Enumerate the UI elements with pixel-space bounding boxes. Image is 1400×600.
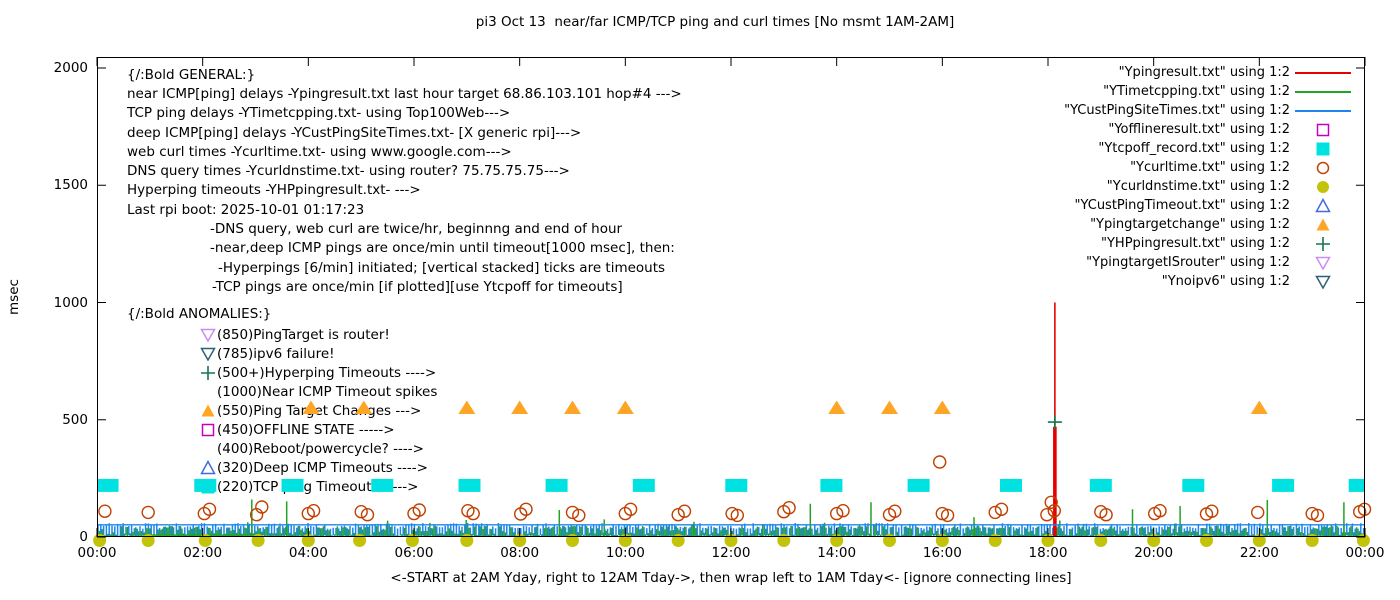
y-tick-label: 0: [79, 529, 88, 545]
legend-item: "YHPpingresult.txt" using 1:2: [1064, 234, 1356, 253]
legend-marker-triangle-up-open: [1290, 197, 1356, 214]
x-axis-label: <-START at 2AM Yday, right to 12AM Tday-…: [390, 570, 1072, 586]
legend-label: "Ypingresult.txt" using 1:2: [1118, 65, 1290, 80]
legend-item: "YTimetcpping.txt" using 1:2: [1064, 82, 1356, 101]
legend-label: "YCustPingTimeout.txt" using 1:2: [1074, 198, 1290, 213]
note-line: -TCP pings are once/min [if plotted][use…: [212, 278, 623, 295]
legend-item: "YCustPingSiteTimes.txt" using 1:2: [1064, 101, 1356, 120]
x-tick-label: 02:00: [183, 545, 223, 561]
legend-marker-line: [1290, 71, 1356, 74]
anomaly-label: (400)Reboot/powercycle? ---->: [217, 440, 424, 457]
anomaly-label: (1000)Near ICMP Timeout spikes: [217, 383, 438, 400]
note-line: -DNS query, web curl are twice/hr, begin…: [210, 221, 623, 238]
legend-marker-triangle-up-filled: [1290, 217, 1356, 233]
legend-marker-triangle-down-open: [1290, 255, 1356, 271]
legend-item: "YCustPingTimeout.txt" using 1:2: [1064, 196, 1356, 215]
anomaly-line: (500+)Hyperping Timeouts ---->: [199, 363, 436, 382]
note-line: DNS query times -Ycurldnstime.txt- using…: [127, 163, 570, 180]
y-tick-label: 2000: [53, 60, 88, 76]
legend-marker-circle-filled: [1290, 179, 1356, 195]
legend-marker-plus: [1290, 236, 1356, 252]
note-line: deep ICMP[ping] delays -YCustPingSiteTim…: [127, 124, 582, 141]
triangle-down-open-icon: [199, 346, 216, 362]
note-line: TCP ping delays -YTimetcpping.txt- using…: [127, 105, 511, 122]
x-tick-label: 22:00: [1239, 545, 1279, 561]
legend-item: "Ycurltime.txt" using 1:2: [1064, 158, 1356, 177]
anomaly-label: (320)Deep ICMP Timeouts ---->: [217, 459, 428, 476]
legend-label: "Ycurltime.txt" using 1:2: [1130, 160, 1290, 175]
legend-label: "Ytcpoff_record.txt" using 1:2: [1098, 141, 1290, 156]
anomaly-line: (1000)Near ICMP Timeout spikes: [199, 382, 437, 401]
legend-marker-line: [1290, 90, 1356, 93]
anomaly-label: (850)PingTarget is router!: [217, 326, 390, 343]
y-tick-label: 1500: [53, 177, 88, 194]
legend-marker-triangle-down-open: [1290, 274, 1356, 290]
triangle-up-open-icon: [199, 459, 216, 476]
legend-item: "Ypingresult.txt" using 1:2: [1064, 63, 1356, 82]
anomaly-line: (400)Reboot/powercycle? ---->: [199, 439, 424, 458]
triangle-down-open-icon: [199, 327, 216, 343]
legend-item: "Ynoipv6" using 1:2: [1064, 272, 1356, 291]
legend-marker-line: [1290, 109, 1356, 112]
anomaly-label: (785)ipv6 failure!: [217, 345, 335, 362]
legend-label: "Ypingtargetchange" using 1:2: [1090, 217, 1290, 232]
x-tick-label: 00:00: [1345, 545, 1385, 561]
x-tick-label: 20:00: [1134, 545, 1174, 561]
legend-item: "YpingtargetISrouter" using 1:2: [1064, 253, 1356, 272]
x-tick-label: 10:00: [605, 545, 645, 561]
y-axis-label: msec: [6, 279, 22, 315]
legend-marker-square-open: [1290, 122, 1356, 138]
anomaly-label: (220)TCP ping Timeouts ----->: [217, 478, 419, 495]
legend: "Ypingresult.txt" using 1:2 "YTimetcpping…: [1064, 63, 1356, 291]
plus-icon: [199, 365, 216, 381]
x-tick-label: 18:00: [1028, 545, 1068, 561]
legend-item: "Yofflineresult.txt" using 1:2: [1064, 120, 1356, 139]
anomaly-label: (450)OFFLINE STATE ----->: [217, 421, 395, 438]
x-tick-label: 08:00: [500, 545, 540, 561]
note-line: web curl times -Ycurltime.txt- using www…: [127, 143, 512, 160]
legend-marker-circle-open: [1290, 160, 1356, 176]
legend-item: "Ypingtargetchange" using 1:2: [1064, 215, 1356, 234]
x-tick-label: 00:00: [77, 545, 117, 561]
anomaly-line: (850)PingTarget is router!: [199, 325, 390, 344]
legend-item: "Ytcpoff_record.txt" using 1:2: [1064, 139, 1356, 158]
y-tick-label: 1000: [53, 294, 88, 311]
general-notes-header: {/:Bold GENERAL:}: [127, 66, 256, 83]
legend-item: "Ycurldnstime.txt" using 1:2: [1064, 177, 1356, 196]
legend-label: "Yofflineresult.txt" using 1:2: [1108, 122, 1290, 137]
chart-title: pi3 Oct 13 near/far ICMP/TCP ping and cu…: [475, 14, 955, 30]
anomaly-line: (450)OFFLINE STATE ----->: [199, 420, 395, 439]
plot-area: [93, 57, 1372, 547]
anomaly-line: (320)Deep ICMP Timeouts ---->: [199, 458, 428, 477]
general-notes: {/:Bold GENERAL:} near ICMP[ping] delays…: [127, 65, 682, 297]
legend-marker-square-filled: [1290, 141, 1356, 157]
legend-label: "Ycurldnstime.txt" using 1:2: [1106, 179, 1290, 194]
anomaly-label: (500+)Hyperping Timeouts ---->: [217, 364, 437, 381]
legend-label: "YTimetcpping.txt" using 1:2: [1103, 84, 1290, 99]
x-tick-label: 04:00: [288, 545, 328, 561]
triangle-up-filled-icon: [199, 403, 216, 419]
x-tick-label: 16:00: [922, 545, 962, 561]
note-line: Hyperping timeouts -YHPpingresult.txt- -…: [127, 182, 421, 199]
note-line: -near,deep ICMP pings are once/min until…: [210, 240, 675, 257]
x-tick-label: 14:00: [817, 545, 857, 561]
legend-label: "YpingtargetISrouter" using 1:2: [1086, 255, 1290, 270]
note-line: Last rpi boot: 2025-10-01 01:17:23: [127, 201, 365, 218]
anomaly-line: (785)ipv6 failure!: [199, 344, 335, 363]
x-tick-label: 06:00: [394, 545, 434, 561]
anomalies-notes-header: {/:Bold ANOMALIES:}: [127, 306, 272, 322]
y-tick-label: 500: [62, 411, 88, 428]
note-line: near ICMP[ping] delays -Ypingresult.txt …: [127, 85, 682, 102]
square-open-icon: [199, 422, 216, 438]
x-tick-label: 12:00: [711, 545, 751, 561]
legend-label: "YHPpingresult.txt" using 1:2: [1101, 236, 1290, 251]
legend-label: "Ynoipv6" using 1:2: [1161, 274, 1290, 289]
note-line: -Hyperpings [6/min] initiated; [vertical…: [218, 259, 666, 276]
legend-label: "YCustPingSiteTimes.txt" using 1:2: [1064, 103, 1290, 118]
